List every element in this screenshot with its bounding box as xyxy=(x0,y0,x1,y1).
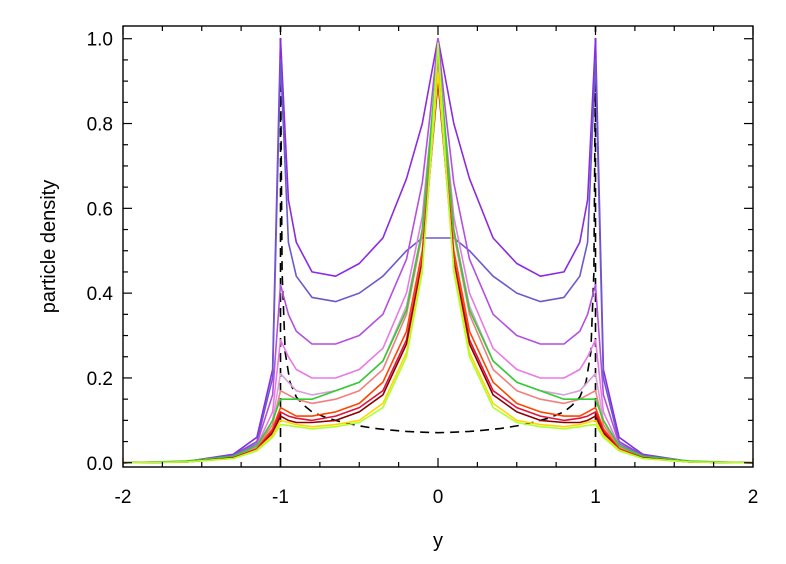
y-tick-label: 0.8 xyxy=(87,115,113,136)
ticks-group xyxy=(122,26,754,467)
y-tick-label: 0.0 xyxy=(87,454,113,475)
reference-curve xyxy=(279,81,597,434)
series-line-10 xyxy=(122,80,754,464)
x-tick-label: -2 xyxy=(115,487,132,508)
series-line-6 xyxy=(122,59,754,464)
series-line-12 xyxy=(122,42,754,464)
x-axis-label: y xyxy=(433,530,443,552)
y-axis-label: particle density xyxy=(38,180,60,313)
series-line-1 xyxy=(122,37,754,464)
y-tick-label: 1.0 xyxy=(87,30,113,51)
x-tick-label: 1 xyxy=(590,487,601,508)
x-tick-label: -1 xyxy=(272,487,289,508)
series-line-2 xyxy=(122,59,754,464)
x-tick-label: 0 xyxy=(433,487,444,508)
y-tick-label: 0.6 xyxy=(87,199,113,220)
series-group xyxy=(122,37,754,464)
series-line-4 xyxy=(122,50,754,464)
y-tick-label: 0.2 xyxy=(87,369,113,390)
x-tick-label: 2 xyxy=(748,487,759,508)
series-line-5 xyxy=(122,54,754,464)
reference-curve-group xyxy=(279,26,597,467)
y-tick-label: 0.4 xyxy=(87,284,114,305)
series-line-7 xyxy=(122,46,754,464)
plot-frame xyxy=(122,25,754,468)
series-line-3 xyxy=(122,37,754,464)
series-line-9 xyxy=(122,76,754,464)
x-tick-labels: -2 -1 0 1 2 xyxy=(115,487,759,508)
y-tick-labels: 0.0 0.2 0.4 0.6 0.8 1.0 xyxy=(87,30,114,475)
series-line-11 xyxy=(122,71,754,464)
series-line-8 xyxy=(122,71,754,464)
